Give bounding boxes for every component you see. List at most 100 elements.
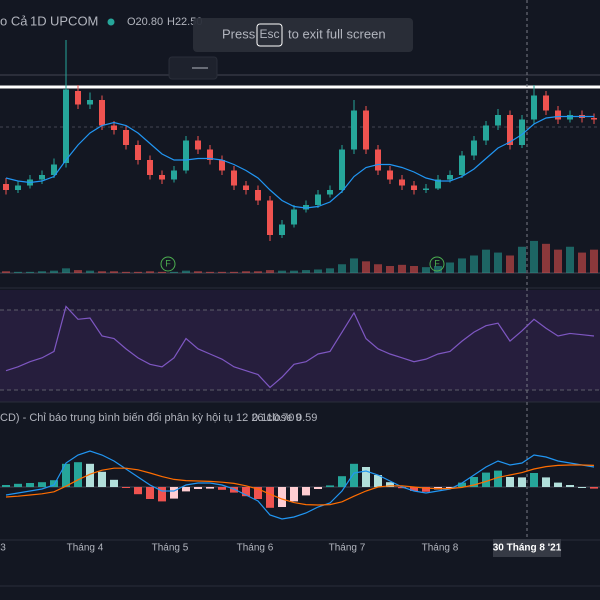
- volume-bar: [254, 271, 262, 273]
- candle-body: [135, 145, 141, 160]
- macd-histogram: [566, 485, 574, 487]
- candle-body: [87, 100, 93, 105]
- toast-text: Press: [222, 26, 256, 41]
- candle-body: [183, 140, 189, 171]
- macd-histogram: [242, 487, 250, 497]
- macd-histogram: [278, 487, 286, 507]
- volume-bar: [50, 270, 58, 273]
- volume-bar: [2, 271, 10, 273]
- candle-body: [195, 140, 201, 150]
- macd-histogram: [26, 483, 34, 487]
- candle-body: [3, 184, 9, 190]
- candle-body: [75, 91, 81, 105]
- volume-bar: [278, 270, 286, 273]
- candle-body: [63, 89, 69, 163]
- candle-body: [39, 175, 45, 180]
- volume-bar: [14, 271, 22, 273]
- candle-body: [423, 188, 429, 190]
- macd-histogram: [110, 479, 118, 487]
- volume-bar: [410, 266, 418, 273]
- candle-body: [411, 185, 417, 190]
- macd-histogram: [146, 487, 154, 499]
- candle-body: [315, 194, 321, 205]
- volume-bar: [398, 264, 406, 273]
- volume-bar: [518, 246, 526, 273]
- key-box: [256, 23, 283, 47]
- macd-histogram: [554, 482, 562, 487]
- macd-histogram: [410, 487, 418, 491]
- macd-histogram: [170, 487, 178, 499]
- macd-histogram: [518, 477, 526, 487]
- x-axis-label: Tháng 5: [152, 543, 189, 554]
- volume-bar: [86, 270, 94, 273]
- candle-body: [495, 115, 501, 126]
- macd-histogram: [446, 487, 454, 488]
- macd-histogram: [50, 480, 58, 487]
- macd-histogram: [2, 485, 10, 487]
- candle-body: [387, 170, 393, 180]
- volume-bar: [470, 255, 478, 273]
- macd-histogram: [422, 487, 430, 492]
- candle-body: [123, 130, 129, 145]
- x-axis-label: 3: [0, 543, 6, 554]
- volume-bar: [554, 249, 562, 273]
- macd-hist-readout: 0.11: [252, 412, 273, 424]
- candle-body: [303, 205, 309, 210]
- macd-histogram: [494, 470, 502, 487]
- x-axis-label: Tháng 6: [237, 543, 274, 554]
- macd-histogram: [254, 487, 262, 499]
- macd-histogram: [14, 483, 22, 487]
- candle-body: [531, 95, 537, 120]
- candle-body: [171, 170, 177, 180]
- macd-histogram: [386, 482, 394, 487]
- volume-bar: [362, 261, 370, 273]
- candle-body: [15, 185, 21, 190]
- volume-bar: [158, 271, 166, 273]
- candle-body: [351, 110, 357, 150]
- toast: [193, 18, 413, 52]
- macd-histogram: [374, 475, 382, 487]
- macd-histogram: [506, 477, 514, 487]
- volume-bar: [446, 262, 454, 273]
- macd-histogram: [338, 476, 346, 487]
- macd-histogram: [266, 487, 274, 508]
- candle-body: [159, 175, 165, 180]
- macd-histogram: [218, 487, 226, 490]
- marker-label: F: [165, 258, 171, 268]
- ma-line: [5, 115, 594, 209]
- candle-body: [471, 140, 477, 156]
- volume-bar: [218, 271, 226, 273]
- macd-histogram: [158, 487, 166, 502]
- toast-text: to exit full screen: [288, 26, 386, 41]
- volume-bar: [350, 258, 358, 273]
- candle-body: [435, 179, 441, 189]
- volume-bar: [74, 270, 82, 273]
- volume-bar: [38, 271, 46, 273]
- macd-readout: 0.70: [273, 412, 294, 424]
- volume-bar: [206, 271, 214, 273]
- candle-body: [363, 110, 369, 150]
- macd-line: [5, 450, 595, 520]
- macd-histogram: [326, 485, 334, 487]
- candle-body: [375, 149, 381, 171]
- candle-body: [291, 209, 297, 225]
- macd-histogram: [350, 463, 358, 487]
- volume-bar: [482, 249, 490, 273]
- macd-histogram: [38, 482, 46, 487]
- macd-histogram: [86, 463, 94, 487]
- macd-histogram: [230, 487, 238, 493]
- volume-bar: [314, 269, 322, 273]
- candle-body: [99, 100, 105, 126]
- volume-bar: [434, 266, 442, 273]
- volume-bar: [326, 268, 334, 273]
- candle-body: [219, 160, 225, 171]
- volume-bar: [26, 271, 34, 273]
- volume-bar: [134, 271, 142, 273]
- macd-histogram: [74, 462, 82, 487]
- x-axis-label: 30 Tháng 8 '21: [493, 543, 562, 554]
- candle-body: [399, 179, 405, 186]
- volume-bar: [422, 267, 430, 273]
- candle-body: [555, 110, 561, 120]
- earnings-marker: [160, 256, 176, 272]
